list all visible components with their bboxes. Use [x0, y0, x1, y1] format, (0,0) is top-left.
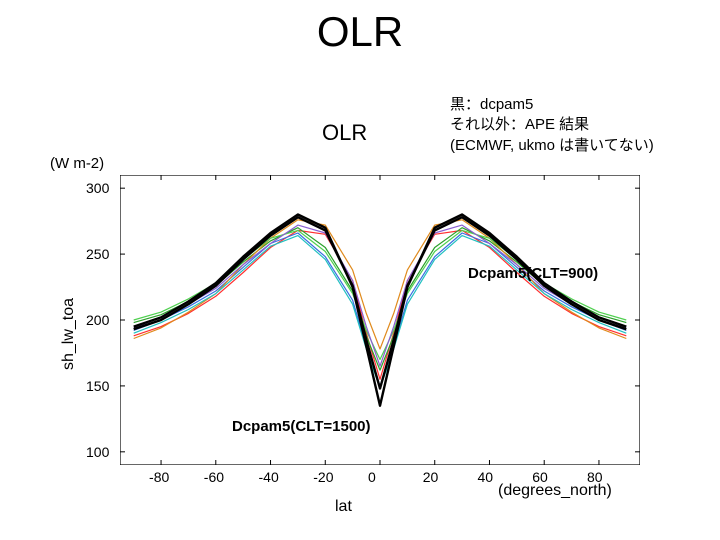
olr-line-chart [120, 175, 640, 465]
series-dcpam5-clt900 [134, 215, 627, 406]
legend-line-1: 黒：dcpam5 [450, 95, 654, 115]
x-axis-label-lat: lat [335, 498, 352, 516]
x-tick: 40 [477, 469, 493, 485]
legend-line-3: (ECMWF, ukmo は書いてない) [450, 136, 654, 156]
series-ape-5 [134, 230, 627, 359]
y-tick: 100 [86, 444, 109, 460]
x-tick: -40 [259, 469, 279, 485]
x-tick: -20 [313, 469, 333, 485]
legend-note: 黒：dcpam5 それ以外：APE 結果 (ECMWF, ukmo は書いてない… [450, 95, 654, 156]
legend-line-2: それ以外：APE 結果 [450, 115, 654, 135]
callout-clt900: Dcpam5(CLT=900) [468, 265, 598, 282]
chart-title: OLR [322, 120, 367, 146]
x-tick: 60 [532, 469, 548, 485]
x-tick: 0 [368, 469, 376, 485]
series-ape-3 [134, 233, 627, 386]
x-tick: -60 [204, 469, 224, 485]
y-tick: 300 [86, 180, 109, 196]
y-axis-label: sh_lw_toa [60, 298, 78, 370]
series-dcpam5-clt1500 [134, 217, 627, 388]
series-ape-1 [134, 230, 627, 379]
x-tick: 20 [423, 469, 439, 485]
y-tick: 200 [86, 312, 109, 328]
series-ape-4 [134, 220, 627, 349]
y-unit-label: (W m-2) [50, 155, 104, 172]
x-tick: -80 [149, 469, 169, 485]
x-tick: 80 [587, 469, 603, 485]
callout-clt1500: Dcpam5(CLT=1500) [232, 418, 371, 435]
y-tick: 250 [86, 246, 109, 262]
y-tick: 150 [86, 378, 109, 394]
slide-title: OLR [0, 8, 720, 56]
